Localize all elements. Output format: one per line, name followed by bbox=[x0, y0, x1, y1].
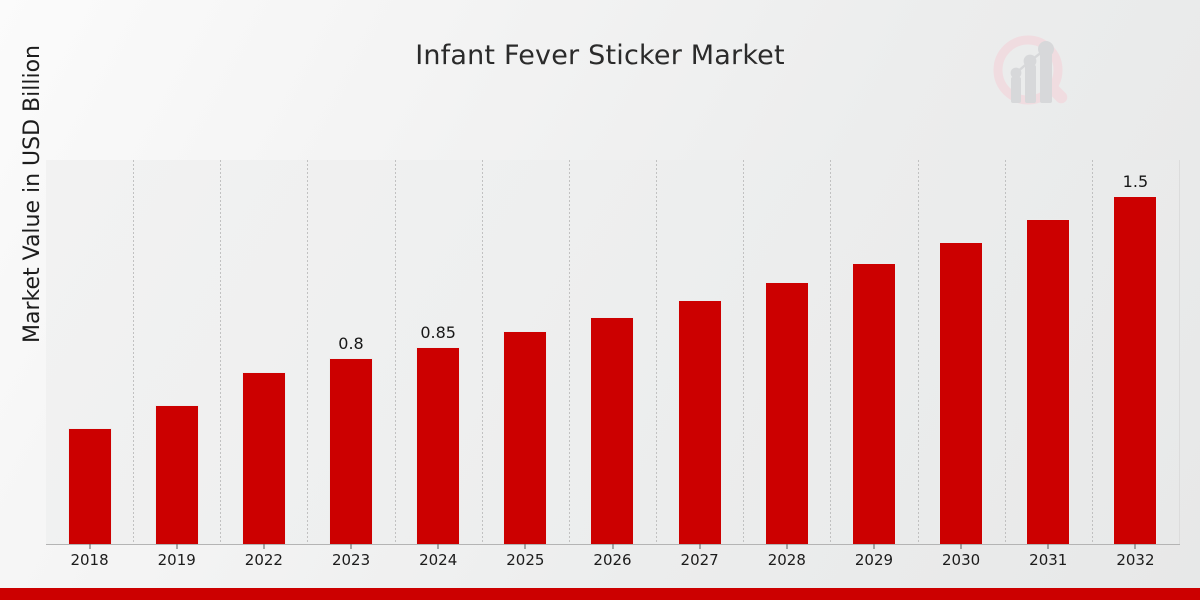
x-tick-mark-2029 bbox=[873, 544, 875, 549]
x-tick-label-2029: 2029 bbox=[854, 551, 894, 569]
bar-slot bbox=[569, 160, 656, 544]
x-tick-label-2027: 2027 bbox=[680, 551, 719, 569]
bar-2028[interactable] bbox=[764, 282, 809, 544]
x-tick-mark-2032 bbox=[1134, 544, 1136, 549]
bar-slot: 0.85 bbox=[395, 160, 482, 544]
x-tick-label-2024: 2024 bbox=[419, 551, 458, 569]
bar-2026[interactable] bbox=[590, 317, 635, 544]
bar-slot bbox=[1005, 160, 1092, 544]
bar-2019[interactable] bbox=[154, 405, 199, 544]
bar-2030[interactable] bbox=[939, 242, 984, 544]
bar-2018[interactable] bbox=[67, 428, 112, 544]
x-tick-label-2032: 2032 bbox=[1116, 551, 1155, 569]
x-tick-label-2023: 2023 bbox=[331, 551, 371, 569]
x-tick-label-2026: 2026 bbox=[593, 551, 632, 569]
x-axis-line bbox=[46, 544, 1180, 545]
x-tick-label-2028: 2028 bbox=[767, 551, 806, 569]
bar-2023[interactable] bbox=[329, 358, 374, 544]
bar-slot bbox=[220, 160, 307, 544]
x-tick-mark-2031 bbox=[1047, 544, 1049, 549]
bar-slot bbox=[46, 160, 133, 544]
bar-slot bbox=[918, 160, 1005, 544]
x-tick-label-2031: 2031 bbox=[1029, 551, 1068, 569]
x-tick-mark-2018 bbox=[89, 544, 91, 549]
bar-slot: 0.8 bbox=[307, 160, 394, 544]
x-tick-mark-2025 bbox=[524, 544, 526, 549]
bar-2031[interactable] bbox=[1026, 219, 1071, 544]
bar-series: 0.8 0.85 1.5 bbox=[46, 160, 1179, 544]
bar-slot bbox=[133, 160, 220, 544]
bar-2025[interactable] bbox=[503, 331, 548, 544]
bar-value-label-2032: 1.5 bbox=[1122, 172, 1149, 191]
x-tick-mark-2023 bbox=[350, 544, 352, 549]
plot-area: 0.8 0.85 1.5 bbox=[46, 160, 1180, 544]
x-tick-label-2025: 2025 bbox=[506, 551, 545, 569]
x-tick-mark-2026 bbox=[612, 544, 613, 549]
x-tick-label-2018: 2018 bbox=[70, 551, 109, 569]
x-axis-ticks: 2018 2019 2022 2023 2024 2025 2026 2027 2028 2029… bbox=[46, 544, 1180, 574]
x-tick-label-2019: 2019 bbox=[157, 551, 196, 569]
x-tick-mark-2019 bbox=[176, 544, 178, 549]
bar-slot bbox=[830, 160, 917, 544]
x-tick-mark-2022 bbox=[263, 544, 265, 549]
bar-2022[interactable] bbox=[241, 372, 286, 544]
bar-slot: 1.5 bbox=[1092, 160, 1179, 544]
bar-value-label-2024: 0.85 bbox=[420, 323, 456, 342]
page-title: Infant Fever Sticker Market bbox=[415, 40, 785, 71]
x-tick-mark-2028 bbox=[786, 544, 788, 549]
market-research-magnifier-logo-icon bbox=[981, 25, 1081, 125]
bar-2032[interactable] bbox=[1113, 196, 1158, 544]
bar-slot bbox=[656, 160, 743, 544]
bar-value-label-2023: 0.8 bbox=[338, 334, 364, 353]
x-tick-mark-2027 bbox=[699, 544, 701, 549]
bar-2029[interactable] bbox=[851, 263, 896, 544]
bar-slot bbox=[482, 160, 569, 544]
bar-slot bbox=[743, 160, 830, 544]
x-tick-mark-2024 bbox=[437, 544, 439, 549]
bar-2027[interactable] bbox=[677, 300, 722, 544]
bar-2024[interactable] bbox=[416, 347, 461, 544]
x-tick-label-2030: 2030 bbox=[942, 551, 981, 569]
y-axis-title: Market Value in USD Billion bbox=[20, 44, 45, 344]
footer-accent-bar bbox=[0, 588, 1200, 600]
x-tick-mark-2030 bbox=[960, 544, 962, 549]
x-tick-label-2022: 2022 bbox=[244, 551, 283, 569]
